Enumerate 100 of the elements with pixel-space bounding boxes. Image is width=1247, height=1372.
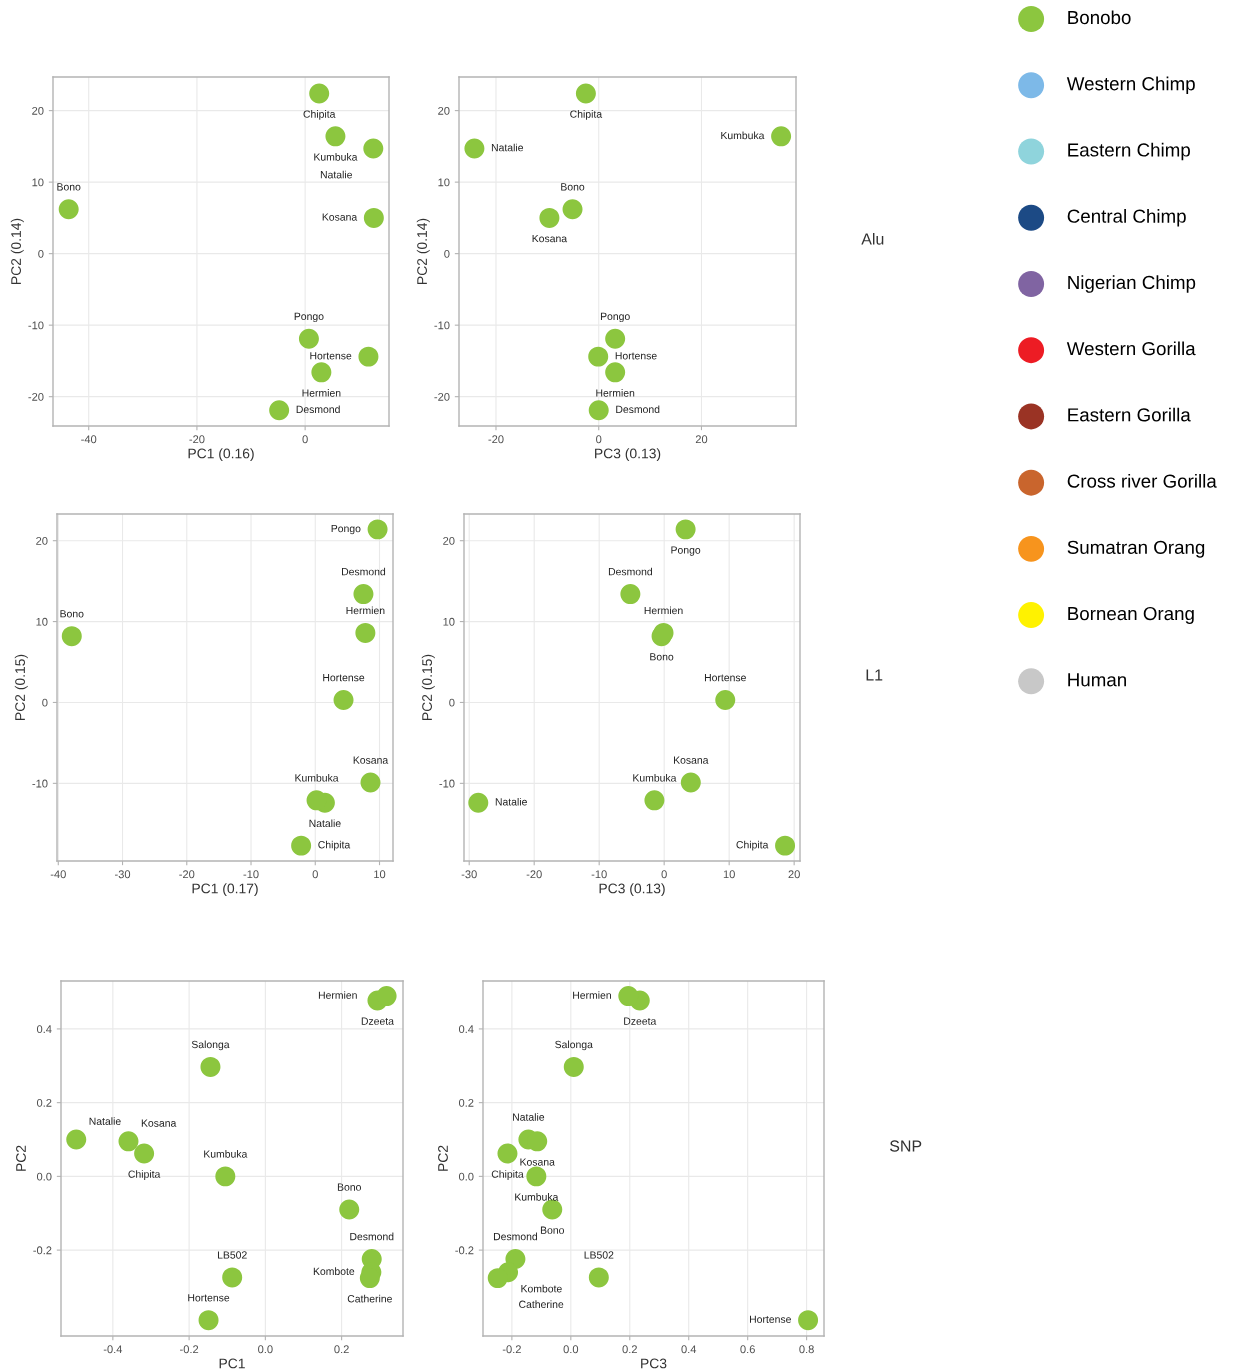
annotation: Hermien [644,606,683,615]
annotation: Bono [57,183,81,191]
annotation: LB502 [584,1251,614,1259]
annotation: Kombote [313,1267,355,1276]
annotation: Hortense [323,674,365,682]
x-tick-label: -30 [461,870,477,879]
point [798,1310,819,1331]
annotation: Desmond [296,405,340,414]
annotation: Hortense [615,352,657,360]
x-tick-label: 0.6 [740,1345,755,1354]
annotation: Hortense [188,1294,230,1302]
annotation: Catherine [519,1300,564,1308]
point [588,1267,609,1288]
point [291,835,312,856]
annotation: Salonga [555,1040,593,1051]
y-tick-label: 20 [443,536,455,545]
annotation: Catherine [347,1294,392,1303]
point [309,83,330,104]
annotation: Chipita [128,1170,161,1180]
annotation: Chipita [303,110,336,120]
point [771,126,792,147]
legend-label: Cross river Gorilla [1067,473,1217,488]
legend-label: Bornean Orang [1068,606,1194,624]
x-tick-label: 20 [695,435,708,444]
annotation: Kosana [141,1119,177,1127]
point [539,207,560,228]
x-tick-label: -10 [243,870,259,879]
point [198,1310,219,1331]
point [333,690,354,711]
annotation: Natalie [513,1113,545,1121]
x-tick-label: 0.0 [563,1345,579,1354]
y-tick-label: 10 [438,178,450,187]
x-axis-title: PC3 (0.13) [595,448,661,462]
point [58,199,79,220]
annotation: Desmond [608,567,652,576]
x-tick-label: 0 [596,435,602,444]
annotation: Desmond [493,1232,538,1241]
annotation: Kosana [674,756,709,764]
y-axis-title: PC2 (0.15) [14,654,28,720]
point [680,772,701,793]
point [497,1143,518,1164]
x-tick-label: 0 [312,870,318,879]
annotation: Kumbuka [295,773,339,782]
annotation: Natalie [89,1117,121,1125]
annotation: Pongo [294,312,324,323]
point [376,986,397,1007]
y-tick-label: -0.2 [33,1246,52,1255]
annotation: Desmond [342,567,386,576]
annotation: Hermien [318,991,357,999]
annotation: Kumbuka [204,1150,248,1158]
point [775,835,796,856]
annotation: Hermien [302,389,341,397]
y-tick-label: 10 [443,617,455,626]
y-tick-label: 0.2 [36,1098,52,1107]
x-axis-title: PC1 (0.16) [188,448,254,462]
point [618,986,639,1007]
point [363,138,384,159]
point [563,1056,584,1077]
x-tick-label: -0.2 [180,1345,199,1354]
point [715,690,736,711]
annotation: Chipita [736,840,769,851]
y-tick-label: 20 [32,106,44,115]
point [526,1166,547,1187]
legend-label: Bonobo [1068,10,1131,25]
point [620,584,641,605]
x-tick-label: 0 [302,435,308,444]
point [66,1129,87,1150]
annotation: Salonga [191,1040,230,1051]
annotation: Kosana [322,213,358,221]
x-tick-label: 0.8 [799,1345,814,1354]
point [298,328,319,349]
point [222,1267,243,1288]
point [215,1166,236,1187]
y-axis-title: PC2 (0.14) [416,218,430,284]
annotation: Kosana [520,1158,555,1166]
point [325,126,346,147]
annotation: Chipita [491,1170,524,1180]
y-tick-label: 20 [438,106,450,115]
x-tick-label: 0 [661,870,667,879]
x-tick-label: 0.0 [258,1345,273,1354]
annotation: Kumbuka [721,131,765,140]
legend-label: Central Chimp [1067,209,1186,227]
x-tick-label: -20 [488,435,504,444]
annotation: Kosana [532,234,568,243]
point [605,362,626,383]
legend-label: Nigerian Chimp [1068,275,1196,293]
y-tick-label: 0.0 [458,1172,474,1181]
annotation: Bono [337,1183,361,1191]
point [575,83,596,104]
point [118,1131,139,1152]
point [360,772,381,793]
annotation: Bono [540,1226,564,1234]
annotation: LB502 [217,1251,247,1259]
legend-label: Eastern Chimp [1068,142,1190,161]
point [644,790,665,811]
x-axis-title: PC3 (0.13) [599,883,665,897]
y-tick-label: 0 [38,249,44,258]
y-tick-label: 0 [444,249,450,258]
x-axis-title: PC3 [641,1358,667,1369]
x-tick-label: 0.2 [622,1345,637,1354]
